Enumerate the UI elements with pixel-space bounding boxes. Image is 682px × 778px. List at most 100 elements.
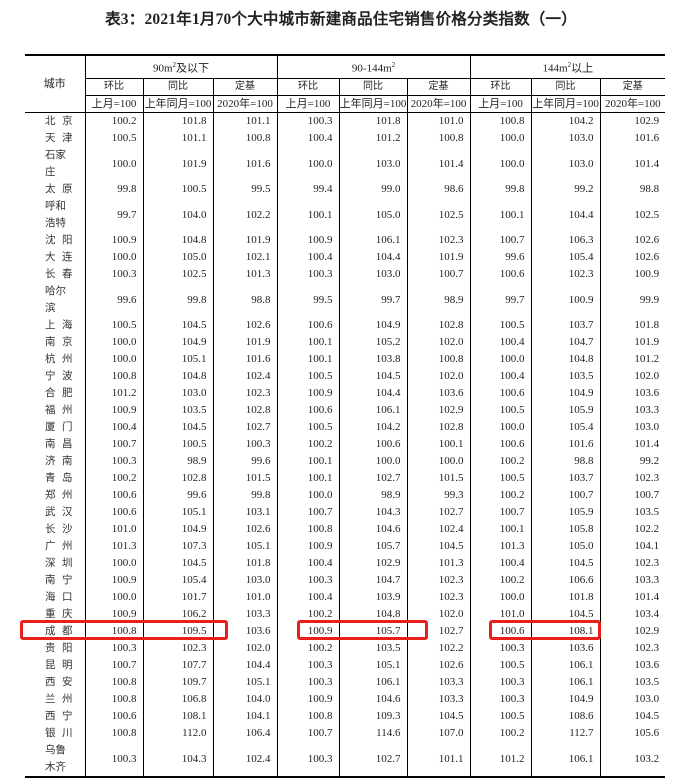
city-char: 银 [45,727,56,739]
value-cell: 102.1 [212,249,278,266]
value-cell: 103.0 [530,130,601,147]
value-cell: 100.0 [276,147,340,181]
value-cell: 100.0 [406,453,471,470]
value-cell: 100.5 [276,368,340,385]
value-cell: 102.2 [599,521,666,538]
value-cell: 102.6 [599,232,666,249]
city-name: 海口 [45,589,73,606]
value-cell: 105.1 [142,351,213,368]
value-cell: 100.9 [276,691,340,708]
city-char: 圳 [62,557,73,569]
value-cell: 102.0 [406,368,471,385]
value-cell: 99.5 [212,181,278,198]
value-cell: 100.5 [142,436,213,453]
value-cell: 98.9 [142,453,213,470]
city-name: 南京 [45,334,73,351]
value-cell: 103.0 [599,419,666,436]
city-char: 沈 [45,234,56,246]
value-cell: 104.9 [530,385,601,402]
city-cell: 重庆 [25,606,85,623]
city-char: 肥 [62,387,73,399]
city-name: 成都 [45,623,73,640]
value-cell: 103.6 [530,640,601,657]
city-name: 青岛 [45,470,73,487]
city-char: 济 [45,455,56,467]
value-cell: 102.3 [599,640,666,657]
value-cell: 104.5 [406,708,471,725]
value-cell: 104.9 [338,317,408,334]
value-cell: 103.5 [338,640,408,657]
metric-header: 定基 [599,78,666,96]
value-cell: 104.6 [338,691,408,708]
value-cell: 102.6 [406,657,471,674]
page-title: 表3：2021年1月70个大中城市新建商品住宅销售价格分类指数（一） [105,11,577,28]
city-cell: 石家庄 [25,147,85,181]
value-cell: 100.1 [469,521,532,538]
value-cell: 106.1 [338,232,408,249]
metric-header: 定基 [212,78,278,96]
value-cell: 104.5 [142,555,213,572]
highlight-box-large [489,620,601,640]
value-cell: 100.5 [469,708,532,725]
value-cell: 104.5 [338,368,408,385]
city-cell: 呼和浩特 [25,198,85,232]
value-cell: 107.7 [142,657,213,674]
value-cell: 104.6 [338,521,408,538]
value-cell: 100.8 [276,708,340,725]
value-cell: 102.2 [212,198,278,232]
value-cell: 100.6 [469,623,532,640]
table-row: 郑州 100.6 99.6 99.8 100.0 98.9 99.3 100.2 100.7 10… [25,487,666,504]
city-name: 深圳 [45,555,73,572]
value-cell: 101.6 [212,351,278,368]
value-cell: 100.8 [84,368,143,385]
value-cell: 104.4 [530,198,601,232]
table-row: 宁波 100.8 104.8 102.4 100.5 104.5 102.0 100.4 103… [25,368,666,385]
value-cell: 100.7 [276,504,340,521]
city-name: 长春 [45,266,73,283]
value-cell: 104.4 [338,385,408,402]
city-char: 京 [62,115,73,127]
base-header: 上月=100 [469,95,532,113]
value-cell: 99.6 [142,487,213,504]
value-cell: 100.2 [276,606,340,623]
city-char: 宁 [45,370,56,382]
city-cell: 西宁 [25,708,85,725]
value-cell: 99.3 [406,487,471,504]
city-name: 上海 [45,317,73,334]
city-char: 武 [45,506,56,518]
city-cell: 杭州 [25,351,85,368]
value-cell: 105.0 [142,249,213,266]
value-cell: 100.0 [469,130,532,147]
value-cell: 99.6 [212,453,278,470]
value-cell: 104.2 [338,419,408,436]
city-char: 大 [45,251,56,263]
city-cell: 太原 [25,181,85,198]
value-cell: 109.3 [338,708,408,725]
value-cell: 102.3 [599,470,666,487]
value-cell: 103.6 [212,623,278,640]
value-cell: 102.3 [406,572,471,589]
city-cell: 乌鲁木齐 [25,742,85,777]
value-cell: 102.3 [142,640,213,657]
city-char: 长 [45,268,56,280]
city-char: 沙 [62,523,73,535]
value-cell: 109.5 [142,623,213,640]
value-cell: 100.4 [469,368,532,385]
value-cell: 106.1 [338,402,408,419]
value-cell: 100.9 [84,606,143,623]
value-cell: 103.1 [212,504,278,521]
city-char: 川 [62,727,73,739]
value-cell: 100.7 [84,657,143,674]
city-name: 西宁 [45,708,73,725]
value-cell: 103.5 [530,368,601,385]
table-row: 太原 99.8 100.5 99.5 99.4 99.0 98.6 99.8 99.2 98.8 [25,181,666,198]
city-cell: 南宁 [25,572,85,589]
highlight-box-medium [297,620,428,640]
city-name: 大连 [45,249,73,266]
city-char: 合 [45,387,56,399]
value-cell: 100.8 [84,725,143,742]
value-cell: 102.0 [212,640,278,657]
value-cell: 100.3 [276,112,340,130]
table-row: 大连 100.0 105.0 102.1 100.4 104.4 101.9 99.6 105.… [25,249,666,266]
value-cell: 99.6 [469,249,532,266]
